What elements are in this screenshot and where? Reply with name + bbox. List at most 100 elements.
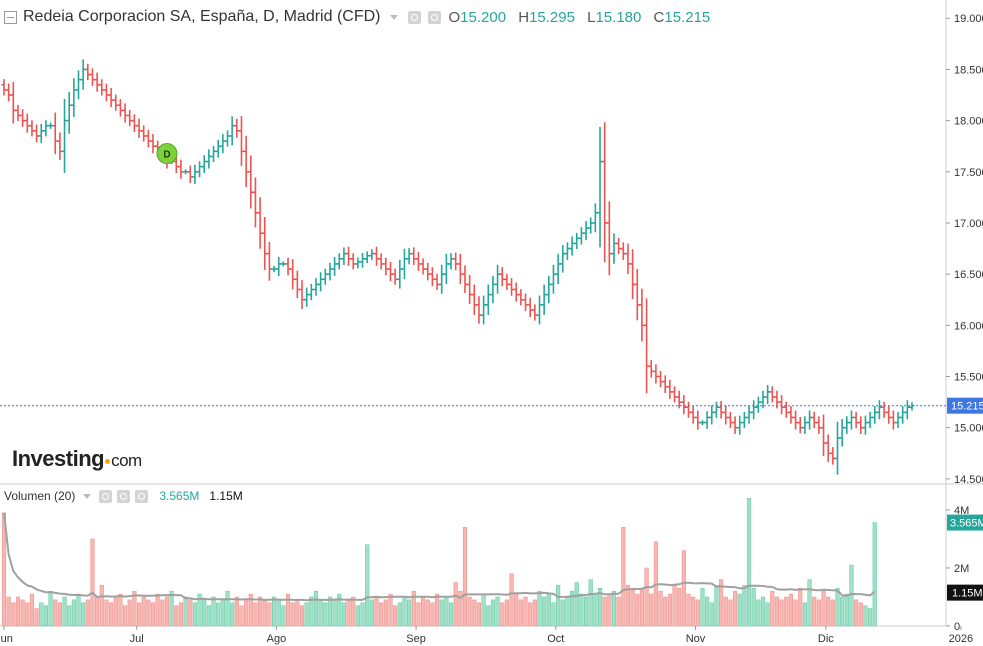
ohlc-bar: [150, 134, 156, 154]
price-tick-label: 18.000: [954, 116, 983, 128]
volume-bar: [779, 599, 784, 627]
ohlc-bar: [499, 267, 505, 287]
ohlc-bar: [807, 410, 813, 430]
volume-bar: [490, 599, 495, 627]
logo-main: Investing: [12, 446, 105, 471]
volume-bar: [844, 593, 849, 627]
volume-bar: [807, 579, 812, 627]
volume-bar: [528, 602, 533, 627]
ohlc-bar: [904, 400, 910, 420]
ohlc-bar: [723, 405, 729, 425]
volume-ma-label: 1.15M: [952, 588, 983, 600]
volume-bar: [840, 596, 845, 627]
volume-bar: [602, 596, 607, 627]
volume-bar: [802, 602, 807, 627]
high-label: H: [518, 8, 530, 26]
ohlc-bar: [29, 120, 35, 137]
settings-icon[interactable]: [117, 489, 131, 503]
ohlc-bar: [872, 406, 878, 424]
volume-bar: [672, 585, 677, 627]
logo-suffix: com: [111, 451, 142, 470]
ohlc-bar: [536, 295, 542, 325]
volume-bar: [239, 605, 244, 627]
ohlc-bar: [793, 410, 799, 430]
volume-bar: [630, 588, 635, 627]
volume-bar: [504, 599, 509, 627]
ohlc-bar: [66, 92, 72, 134]
ohlc-bar: [20, 109, 26, 127]
volume-bar: [57, 602, 62, 627]
volume-bar: [132, 590, 137, 627]
volume-bar: [276, 599, 281, 627]
ohlc-bar: [690, 406, 696, 424]
volume-bar: [588, 579, 593, 627]
volume-bar: [81, 602, 86, 627]
volume-bar: [15, 596, 21, 627]
volume-bar: [421, 596, 426, 627]
ohlc-bar: [662, 375, 668, 394]
volume-bar: [458, 590, 463, 627]
time-tick-label: Ago: [267, 633, 287, 645]
volume-bar: [644, 567, 649, 627]
ohlc-bar: [909, 402, 915, 411]
ohlc-bar: [290, 258, 296, 290]
volume-bar: [635, 593, 640, 627]
volume-bar: [658, 590, 663, 627]
volume-bar: [705, 596, 710, 627]
volume-bar: [327, 596, 333, 627]
ohlc-bar: [294, 270, 300, 299]
ohlc-bar: [602, 122, 608, 263]
volume-bar: [821, 590, 826, 627]
volume-bar: [695, 599, 700, 627]
volume-bar: [346, 599, 351, 627]
chevron-down-icon[interactable]: [390, 14, 399, 20]
eye-icon[interactable]: [99, 489, 113, 503]
volume-bar: [737, 593, 742, 627]
ohlc-bar: [215, 139, 221, 158]
ohlc-bar: [672, 386, 678, 403]
time-tick-label: Jul: [130, 633, 144, 645]
settings-icon[interactable]: [428, 10, 442, 24]
collapse-icon[interactable]: [4, 10, 17, 24]
volume-bar: [388, 593, 393, 627]
ohlc-bar: [332, 256, 338, 277]
ohlc-bar: [397, 259, 403, 289]
price-tick-label: 19.000: [954, 13, 983, 25]
ohlc-bar: [262, 216, 268, 270]
volume-bar: [136, 602, 142, 627]
close-icon[interactable]: [135, 489, 149, 503]
ohlc-bar: [387, 262, 393, 282]
volume-bar: [155, 593, 160, 627]
ohlc-bar: [308, 283, 314, 301]
volume-bar: [509, 573, 514, 627]
ohlc-bar: [355, 257, 361, 269]
ohlc-bar: [634, 268, 640, 321]
ohlc-bar: [252, 177, 258, 228]
ohlc-bar: [85, 63, 91, 81]
eye-icon[interactable]: [408, 10, 422, 24]
ohlc-bar: [699, 420, 705, 426]
ohlc-bar: [592, 203, 598, 233]
volume-bar: [216, 602, 221, 627]
ohlc-bar: [127, 109, 133, 127]
volume-bar: [686, 593, 691, 627]
volume-bar: [374, 596, 379, 627]
volume-bar: [416, 602, 421, 627]
ohlc-bar: [667, 379, 673, 399]
volume-bar: [546, 593, 551, 627]
volume-bar: [113, 596, 118, 627]
volume-bar: [11, 602, 16, 627]
ohlc-bar: [727, 411, 733, 429]
ohlc-bar: [760, 390, 766, 409]
ohlc-bar: [108, 88, 114, 108]
volume-bar: [518, 599, 523, 627]
ohlc-bar: [346, 246, 352, 266]
ohlc-bar: [350, 253, 356, 270]
volume-bar: [29, 593, 35, 627]
volume-bar: [285, 593, 291, 627]
volume-bar: [304, 602, 309, 627]
volume-bar: [444, 596, 449, 627]
ohlc-bar: [238, 116, 244, 167]
chevron-down-icon[interactable]: [83, 493, 92, 499]
